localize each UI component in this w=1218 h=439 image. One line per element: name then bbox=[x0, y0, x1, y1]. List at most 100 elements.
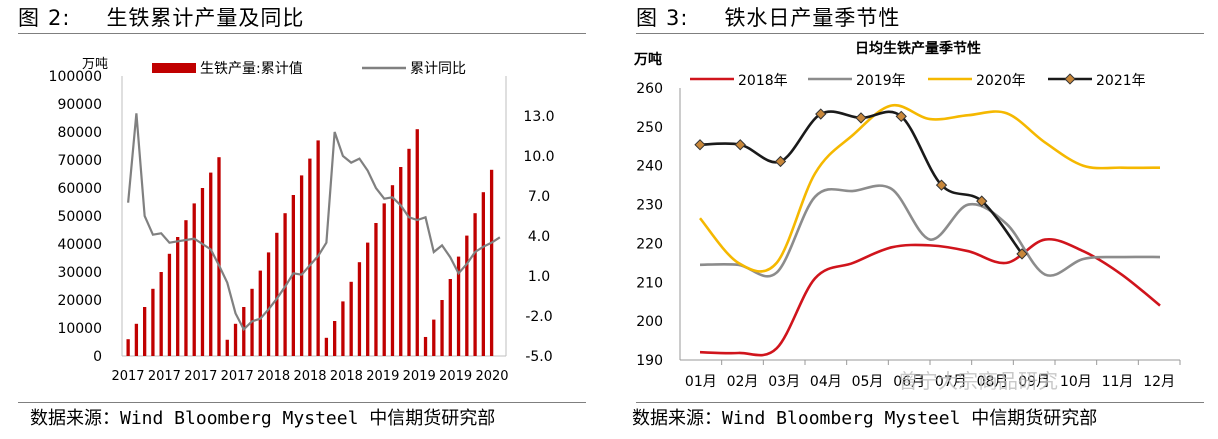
production-bar bbox=[432, 319, 436, 356]
production-bar bbox=[399, 167, 403, 356]
x-tick-label: 2017 bbox=[148, 369, 181, 384]
x-tick-label: 06月 bbox=[893, 374, 925, 390]
production-bar bbox=[324, 337, 329, 356]
series-2021-marker bbox=[855, 112, 867, 124]
production-bar bbox=[481, 192, 485, 356]
production-bar bbox=[308, 158, 312, 356]
production-bar bbox=[374, 223, 378, 356]
y-tick-label: 200 bbox=[636, 314, 663, 330]
production-bar bbox=[167, 253, 172, 356]
left-axis-unit: 万吨 bbox=[82, 57, 108, 72]
production-bar bbox=[440, 300, 444, 356]
production-bar bbox=[143, 307, 147, 356]
production-bar bbox=[291, 195, 295, 356]
figure-2-number: 2: bbox=[48, 6, 71, 30]
production-bar bbox=[299, 175, 304, 356]
x-tick-label: 2018 bbox=[257, 369, 290, 384]
production-bar bbox=[489, 169, 494, 356]
figure-2-source: 数据来源：Wind Bloomberg Mysteel 中信期货研究部 bbox=[30, 408, 496, 429]
series-line-2020年 bbox=[698, 103, 1161, 273]
y-tick-label: 220 bbox=[636, 236, 663, 252]
right-y-tick-label: 10.0 bbox=[523, 149, 554, 165]
left-y-tick-label: 20000 bbox=[57, 293, 102, 309]
legend-label: 2021年 bbox=[1096, 73, 1146, 89]
y-tick-label: 190 bbox=[636, 353, 663, 369]
right-y-tick-label: 1.0 bbox=[528, 269, 550, 285]
figure-3-title: 图 3: 铁水日产量季节性 bbox=[636, 2, 900, 32]
production-bar bbox=[151, 288, 155, 356]
production-bar bbox=[126, 339, 130, 356]
figure-3-number: 3: bbox=[666, 6, 689, 30]
production-bar bbox=[465, 235, 469, 356]
production-bar bbox=[275, 232, 279, 356]
x-tick-label: 04月 bbox=[810, 374, 842, 390]
production-bar bbox=[200, 188, 205, 356]
series-line-2018年 bbox=[699, 237, 1161, 357]
figure-3-panel: 图 3: 铁水日产量季节性 日均生铁产量季节性 万吨 190 200 210 220 230 24… bbox=[618, 0, 1218, 439]
production-bar bbox=[423, 336, 428, 356]
legend-bar-swatch bbox=[152, 63, 196, 73]
x-tick-label: 05月 bbox=[852, 374, 884, 390]
x-tick-label: 12月 bbox=[1143, 374, 1175, 390]
legend-label: 2018年 bbox=[738, 73, 788, 89]
production-bar bbox=[407, 148, 411, 356]
figure-3-bottom-rule bbox=[636, 402, 1204, 403]
yoy-line bbox=[127, 113, 501, 332]
production-bar bbox=[159, 272, 163, 356]
x-tick-label: 2019 bbox=[366, 369, 399, 384]
production-bar bbox=[357, 262, 362, 356]
series-2021-marker bbox=[895, 110, 907, 123]
legend-label: 2019年 bbox=[856, 73, 906, 89]
series-2021-marker bbox=[815, 108, 827, 120]
chart-title: 日均生铁产量季节性 bbox=[855, 40, 981, 57]
watermark-text: 曾宁大宗商品研究 bbox=[898, 369, 1058, 393]
production-bar bbox=[217, 157, 221, 356]
right-y-tick-label: -5.0 bbox=[525, 349, 552, 365]
production-bar bbox=[134, 323, 139, 356]
production-bar bbox=[415, 129, 419, 356]
y-tick-label: 210 bbox=[636, 275, 663, 291]
production-bar bbox=[473, 213, 477, 356]
left-y-tick-label: 100000 bbox=[49, 69, 102, 85]
figure-2-top-rule bbox=[18, 33, 586, 34]
x-tick-label: 02月 bbox=[727, 374, 759, 390]
right-y-tick-label: 7.0 bbox=[528, 189, 550, 205]
production-bar bbox=[209, 172, 213, 356]
production-bar bbox=[366, 242, 370, 356]
y-tick-label: 250 bbox=[636, 120, 663, 136]
left-y-tick-label: 40000 bbox=[57, 237, 102, 253]
series-2021-marker bbox=[935, 179, 948, 191]
figure-2-title: 图 2: 生铁累计产量及同比 bbox=[18, 2, 304, 32]
production-bar bbox=[448, 279, 452, 356]
cumulative-production-chart: 万吨 0 10000 20000 30000 40000 50000 60000 70000 80… bbox=[49, 57, 555, 384]
y-tick-label: 260 bbox=[636, 81, 663, 97]
y-tick-label: 240 bbox=[636, 159, 663, 175]
production-bar bbox=[192, 203, 196, 356]
series-2021-marker bbox=[976, 195, 988, 207]
series-2021-marker bbox=[694, 139, 706, 151]
production-bar bbox=[333, 321, 337, 356]
left-y-tick-label: 30000 bbox=[57, 265, 102, 281]
legend-label: 2020年 bbox=[976, 73, 1026, 89]
figure-2-name: 生铁累计产量及同比 bbox=[106, 6, 305, 30]
production-bar bbox=[258, 270, 262, 356]
figure-3-name: 铁水日产量季节性 bbox=[724, 6, 901, 30]
y-axis-unit: 万吨 bbox=[633, 51, 662, 68]
x-tick-label: 2018 bbox=[330, 369, 363, 384]
production-bar bbox=[382, 203, 386, 356]
y-tick-label: 230 bbox=[636, 198, 663, 214]
x-tick-label: 07月 bbox=[935, 374, 967, 390]
x-tick-label: 2020 bbox=[475, 369, 508, 384]
production-bar bbox=[390, 185, 395, 356]
production-bar bbox=[225, 339, 229, 356]
x-tick-label: 2017 bbox=[184, 369, 217, 384]
figure-3-source: 数据来源：Wind Bloomberg Mysteel 中信期货研究部 bbox=[632, 408, 1098, 429]
legend-bar-label: 生铁产量:累计值 bbox=[200, 61, 303, 77]
x-tick-label: 2018 bbox=[293, 369, 326, 384]
figure-2-label: 图 bbox=[18, 6, 40, 30]
production-bar bbox=[266, 252, 271, 356]
series-2021-marker bbox=[774, 155, 787, 168]
production-bar bbox=[349, 281, 353, 356]
x-tick-label: 2019 bbox=[439, 369, 472, 384]
